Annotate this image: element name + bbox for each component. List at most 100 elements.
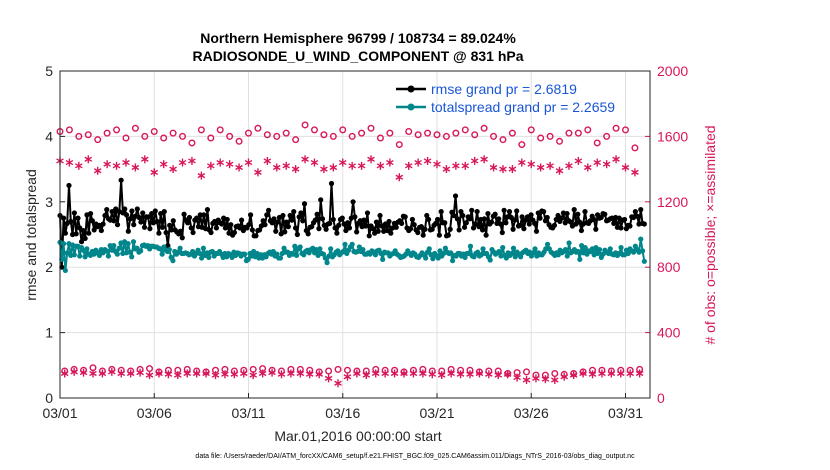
rmse-point [138,219,144,225]
rmse-point [461,224,468,230]
obs-assimilated-marker [291,165,300,174]
rmse-point [456,227,462,233]
rmse-point [447,226,453,232]
obs-assimilated-marker [376,161,385,170]
rmse-point [292,225,299,231]
spread-point [349,241,355,247]
obs-assimilated-marker [70,367,78,376]
obs-possible-marker [65,126,73,134]
rmse-point [467,216,473,222]
rmse-point [519,214,525,220]
rmse-point [332,225,338,231]
obs-possible-marker [631,144,639,152]
spread-point [129,254,135,260]
spread-point [630,249,637,255]
rmse-point [152,208,158,214]
spread-point [430,256,436,262]
obs-assimilated-marker [211,371,220,380]
rmse-point [393,224,399,230]
obs-assimilated-marker [305,370,314,379]
rmse-point [300,218,306,224]
obs-assimilated-marker [489,163,498,172]
spread-point [638,236,644,242]
spread-point [96,252,103,259]
rmse-point [496,216,502,222]
obs-possible-marker [461,126,469,134]
rmse-point [445,232,451,238]
obs-assimilated-marker [593,158,602,167]
obs-assimilated-marker [631,168,639,177]
obs-assimilated-marker [508,165,517,174]
spread-point [530,250,536,256]
obs-assimilated-marker [98,369,107,378]
rmse-point [409,216,416,223]
spread-point [564,253,570,259]
obs-assimilated-marker [329,163,338,172]
rmse-point [231,229,238,236]
obs-assimilated-marker [108,367,116,376]
rmse-point [551,222,558,228]
spread-point [518,254,524,260]
rmse-point [361,217,367,223]
spread-point [449,258,456,264]
legend: rmse grand pr = 2.6819 totalspread grand… [396,81,615,115]
rmse-point [181,211,187,217]
x-tick-label: 03/11 [231,405,265,421]
spread-point [500,244,506,251]
obs-possible-marker [235,137,243,145]
rmse-point [165,243,171,249]
spread-point [294,252,300,259]
rmse-point [123,212,130,218]
obs-assimilated-marker [60,369,69,378]
obs-possible-marker [452,129,460,137]
obs-assimilated-marker [136,368,144,377]
rmse-point [408,226,414,232]
spread-point [270,248,276,255]
obs-assimilated-marker [541,375,550,384]
rmse-point [452,193,459,199]
obs-possible-marker [273,132,281,140]
rmse-point [476,224,482,230]
spread-point [138,248,144,254]
obs-assimilated-marker [527,160,536,169]
rmse-point [451,212,457,219]
rmse-point [532,220,538,226]
rmse-point [224,216,230,223]
obs-possible-marker [179,132,187,140]
obs-assimilated-marker [334,379,342,388]
spread-point [105,253,111,259]
rmse-point [420,232,426,238]
spread-point [625,250,631,257]
spread-point [197,250,203,257]
obs-possible-marker [490,132,498,140]
rmse-point [102,212,108,219]
obs-assimilated-marker [239,369,248,378]
rmse-point [167,222,173,228]
obs-possible-marker [84,131,92,139]
spread-point [342,241,348,247]
obs-assimilated-marker [569,371,578,380]
obs-assimilated-marker [287,369,295,378]
spread-point [77,253,83,259]
rmse-point [621,216,628,223]
rmse-point [197,212,203,218]
rmse-point [528,212,534,218]
rmse-point [501,207,507,213]
obs-assimilated-marker [409,369,418,378]
obs-assimilated-marker [249,371,258,380]
obs-assimilated-marker [178,158,187,167]
rmse-point [336,222,342,228]
rmse-point [582,209,588,215]
obs-assimilated-marker [296,369,305,378]
obs-assimilated-marker [357,161,366,170]
obs-possible-marker [612,124,620,132]
obs-possible-marker [94,136,102,144]
spread-point [466,250,472,257]
spread-point [82,254,88,260]
x-tick-label: 03/16 [325,405,360,421]
rmse-point [122,206,128,212]
spread-point [442,245,448,251]
rmse-point [343,227,349,234]
rmse-point [593,226,599,232]
rmse-point [283,219,290,225]
